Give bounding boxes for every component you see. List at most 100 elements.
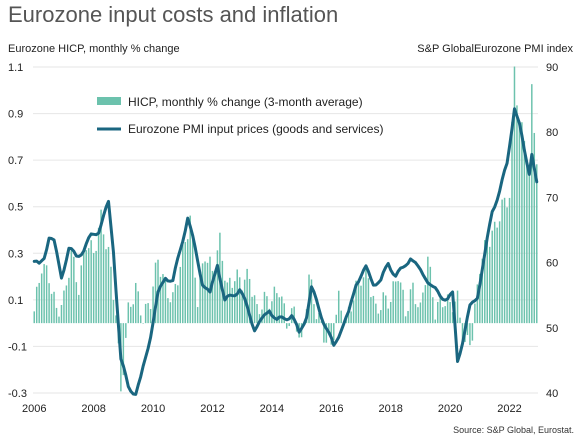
hicp-bar [122,323,125,376]
hicp-bar [325,323,328,343]
y-left-tick-label: 1.1 [8,62,23,74]
hicp-bar [55,307,58,324]
y-right-tick-label: 90 [546,62,558,74]
x-tick-label: 2006 [22,403,46,415]
hicp-bar [50,293,53,324]
hicp-bar [112,299,115,324]
hicp-bar [528,165,531,324]
hicp-bar [68,277,70,324]
hicp-bar [484,240,486,324]
hicp-bar [385,295,387,324]
hicp-bar [179,266,182,324]
hicp-bar [78,294,80,324]
hicp-bar [248,278,251,324]
hicp-bar [189,215,191,324]
hicp-bar [461,323,464,340]
hicp-bar [362,277,365,324]
y-left-tick-label: 0.3 [8,248,23,260]
hicp-bar [456,290,459,324]
hicp-bar [496,227,498,324]
hicp-bar [491,230,493,324]
hicp-bar [320,320,323,324]
hicp-bar [402,289,404,324]
y-left-tick-label: 0.7 [8,155,23,167]
hicp-bar [424,285,427,324]
hicp-bar [285,323,288,329]
hicp-bar [226,282,229,324]
hicp-bar [85,250,87,324]
hicp-bar [92,253,95,324]
y-left-tick-label: 0.9 [8,109,23,121]
hicp-bar [271,301,273,324]
hicp-bar [387,308,389,324]
hicp-bar [236,269,238,324]
x-tick-label: 2012 [200,403,224,415]
y-right-axis-title: S&P GlobalEurozone PMI index [417,43,573,55]
legend-swatch-hicp [97,97,121,105]
hicp-bar [196,307,199,324]
hicp-bar [263,291,266,324]
y-right-tick-label: 40 [546,388,558,400]
hicp-bar [501,199,503,324]
hicp-bar [427,256,429,324]
hicp-bar [340,310,342,324]
hicp-bar [434,319,437,324]
y-right-tick-label: 50 [546,323,558,335]
hicp-bar [323,323,325,343]
hicp-bar [459,317,461,324]
hicp-bar [288,323,290,327]
hicp-bar [513,66,516,324]
hicp-bar [268,308,271,324]
hicp-bar [90,240,92,324]
hicp-bar [80,265,83,324]
hicp-bar [375,303,377,324]
y-left-tick-label: -0.1 [8,341,27,353]
y-left-axis-title: Eurozone HICP, monthly % change [8,43,180,55]
hicp-bar [154,262,157,324]
hicp-bar [58,316,60,324]
legend: HICP, monthly % change (3-month average)… [97,95,383,136]
hicp-bar [506,207,508,324]
y-left-tick-label: 0.1 [8,295,23,307]
x-tick-label: 2008 [81,403,105,415]
hicp-bar [35,286,38,324]
hicp-bar [224,280,226,324]
hicp-bar [523,141,526,324]
hicp-bar [518,123,521,324]
hicp-bar [377,313,380,324]
hicp-bar [40,273,43,324]
x-tick-label: 2016 [319,403,343,415]
hicp-bar [147,303,149,324]
y-right-tick-label: 80 [546,127,558,139]
hicp-bar [33,311,35,324]
chart-title: Eurozone input costs and inflation [8,2,338,27]
hicp-bar [281,296,283,324]
hicp-bar [419,302,422,324]
legend-label-hicp: HICP, monthly % change (3-month average) [128,95,363,109]
hicp-bar [449,302,451,324]
hicp-bar [488,246,491,324]
x-tick-label: 2014 [260,403,284,415]
pmi-input-prices-line [32,107,539,396]
hicp-bar [407,311,409,324]
hicp-bar [429,266,432,324]
hicp-bar [130,306,132,324]
x-tick-label: 2022 [497,403,521,415]
hicp-bar [367,278,370,324]
hicp-bar [335,314,337,324]
hicp-bar [102,234,105,324]
hicp-bar [355,280,357,324]
hicp-bar [87,248,90,324]
hicp-bar [53,291,55,324]
hicp-bar [266,296,268,324]
hicp-bar [48,283,50,324]
hicp-bar [172,292,174,324]
hicp-bar [481,258,484,324]
hicp-bar [134,282,137,324]
hicp-bar [498,221,501,324]
hicp-bar [182,244,184,324]
y-right-ticks: 90 80 70 60 50 40 [546,62,558,400]
hicp-bar [365,267,367,324]
hicp-bar [417,307,419,324]
hicp-bar [65,285,68,324]
